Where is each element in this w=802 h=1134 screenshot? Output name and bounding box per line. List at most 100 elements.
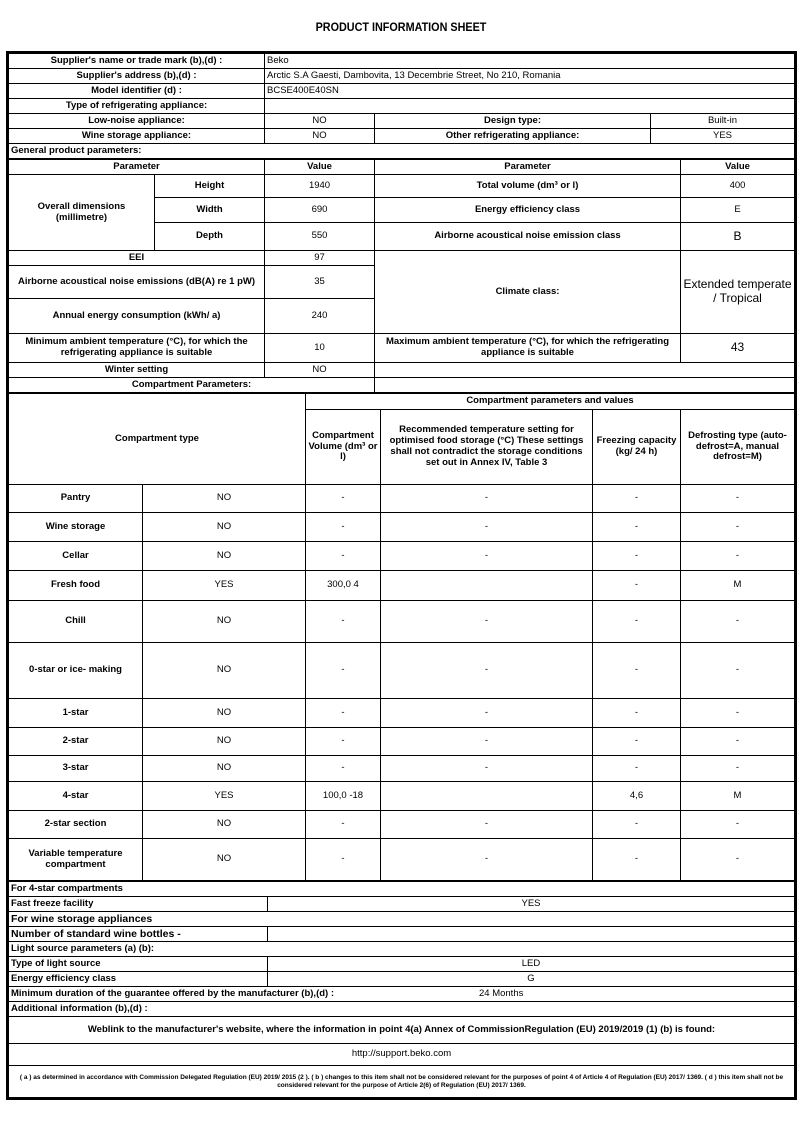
compartment-row: 1-star NO - - - - (8, 698, 795, 728)
compartment-present: NO (142, 484, 306, 513)
compartment-row: Wine storage NO - - - - (8, 512, 795, 542)
height-label: Height (153, 174, 266, 198)
model-label: Model identifier (d) : (8, 83, 265, 99)
compartment-present: YES (142, 781, 306, 811)
compartment-temperature (380, 570, 593, 601)
general-parameters-table: Parameter Value Parameter Value Overall dim… (7, 159, 795, 393)
compartment-row: Variable temperature compartment NO - - - - (8, 838, 795, 881)
footnote: ( a ) as determined in accordance with C… (8, 1065, 795, 1098)
total-volume-value: 400 (680, 174, 795, 198)
supplier-address-label: Supplier's address (b),(d) : (8, 68, 265, 84)
total-volume-label: Total volume (dm³ or l) (374, 174, 682, 198)
compartment-defrost-type: - (680, 698, 795, 728)
four-star-section-heading: For 4-star compartments (8, 881, 795, 897)
compartment-type: 2-star (8, 727, 143, 756)
compartment-table: Compartment type Compartment parameters a… (8, 393, 795, 881)
product-information-sheet: Supplier's name or trade mark (b),(d) :B… (6, 51, 797, 1100)
compartment-row: Pantry NO - - - - (8, 484, 795, 513)
dimensions-label: Overall dimensions (millimetre) (8, 174, 155, 251)
wine-storage-value: NO (264, 128, 375, 144)
compartment-row: 0-star or ice- making NO - - - - (8, 642, 795, 699)
compartment-type: Fresh food (8, 570, 143, 601)
winter-setting-value: NO (264, 362, 376, 378)
compartment-temperature (380, 781, 593, 811)
general-section-heading: General product parameters: (8, 143, 795, 159)
compartment-freezing-capacity: 4,6 (592, 781, 681, 811)
compartment-section-heading: Compartment Parameters: (7, 377, 376, 393)
compartment-type: 0-star or ice- making (8, 642, 143, 699)
additional-info-label: Additional information (b),(d) : (8, 1001, 795, 1017)
additional-table: For 4-star compartments Fast freeze faci… (8, 881, 795, 1098)
compartment-row: Fresh food YES 300,0 4 -M (8, 570, 795, 601)
param-header: Parameter (374, 159, 682, 175)
compartment-type: 2-star section (8, 810, 143, 839)
light-type-value: LED (267, 956, 795, 972)
compartment-temperature: - (380, 727, 593, 756)
compartment-volume: - (305, 642, 381, 699)
compartment-row: 3-star NO - - - - (8, 755, 795, 782)
compartment-temperature: - (380, 541, 593, 571)
compartment-defrost-type: M (680, 570, 795, 601)
wine-bottles-label: Number of standard wine bottles (11, 927, 175, 940)
compartment-type: Chill (8, 600, 143, 643)
supplier-table: Supplier's name or trade mark (b),(d) :B… (8, 53, 795, 159)
compartment-temperature: - (380, 600, 593, 643)
guarantee-value: 24 Months (479, 987, 524, 999)
compartment-temperature: - (380, 484, 593, 513)
value-header: Value (680, 159, 795, 175)
depth-value: 550 (264, 222, 376, 251)
compartment-row: 2-star NO - - - - (8, 727, 795, 756)
compartment-present: NO (142, 642, 306, 699)
design-type-label: Design type: (374, 113, 651, 129)
annual-energy-label: Annual energy consumption (kWh/ a) (7, 298, 266, 334)
compartment-volume: - (305, 755, 381, 782)
min-ambient-value: 10 (264, 333, 376, 363)
compartment-temperature: - (380, 698, 593, 728)
compartment-volume: - (305, 810, 381, 839)
compartment-type: 1-star (8, 698, 143, 728)
noise-class-value: B (680, 222, 795, 251)
low-noise-label: Low-noise appliance: (8, 113, 265, 129)
compartment-row: 4-star YES 100,0 -18 4,6 M (8, 781, 795, 811)
height-value: 1940 (264, 174, 376, 198)
compartment-defrost-type: - (680, 541, 795, 571)
compartment-defrost-type: - (680, 810, 795, 839)
compartment-type-header: Compartment type (8, 393, 306, 485)
compartment-freezing-capacity: - (592, 600, 681, 643)
eei-label: EEI (7, 250, 266, 266)
compartment-volume: 100,0 -18 (305, 781, 381, 811)
defrosting-type-header: Defrosting type (auto-defrost=A, manual … (680, 409, 795, 485)
ee-class-value: E (680, 197, 795, 223)
appliance-type-label: Type of refrigerating appliance: (8, 98, 265, 114)
compartment-defrost-type: M (680, 781, 795, 811)
max-ambient-value: 43 (680, 333, 795, 363)
compartment-temperature: - (380, 838, 593, 881)
supplier-name: Beko (264, 53, 795, 69)
weblink[interactable]: http://support.beko.com (8, 1043, 795, 1066)
compartment-defrost-type: - (680, 484, 795, 513)
low-noise-value: NO (264, 113, 375, 129)
compartment-row: 2-star section NO - - - - (8, 810, 795, 839)
climate-class-value: Extended temperate / Tropical (680, 250, 795, 334)
compartment-group-header: Compartment parameters and values (305, 393, 795, 410)
width-value: 690 (264, 197, 376, 223)
compartment-present: NO (142, 512, 306, 542)
compartment-present: NO (142, 600, 306, 643)
compartment-present: NO (142, 727, 306, 756)
model-identifier: BCSE400E40SN (264, 83, 795, 99)
compartment-defrost-type: - (680, 600, 795, 643)
compartment-volume: - (305, 512, 381, 542)
light-section-heading: Light source parameters (a) (b): (8, 941, 795, 957)
compartment-present: NO (142, 541, 306, 571)
guarantee-label: Minimum duration of the guarantee offere… (11, 987, 335, 999)
value-header: Value (264, 159, 376, 175)
compartment-volume: - (305, 698, 381, 728)
compartment-freezing-capacity: - (592, 698, 681, 728)
compartment-freezing-capacity: - (592, 570, 681, 601)
compartment-volume: - (305, 541, 381, 571)
width-label: Width (153, 197, 266, 223)
compartment-defrost-type: - (680, 642, 795, 699)
noise-class-label: Airborne acoustical noise emission class (374, 222, 682, 251)
compartment-freezing-capacity: - (592, 727, 681, 756)
compartment-defrost-type: - (680, 755, 795, 782)
